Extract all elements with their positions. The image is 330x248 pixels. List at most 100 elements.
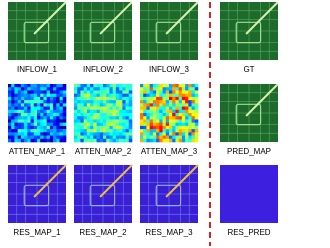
cell [20, 135, 25, 140]
cell [86, 122, 91, 127]
cell [152, 122, 157, 127]
cell [181, 129, 186, 133]
cell [181, 113, 186, 117]
cell [11, 87, 15, 91]
cell [194, 93, 199, 98]
cell [172, 96, 176, 101]
cell [109, 106, 113, 111]
cell [175, 103, 179, 107]
cell [162, 116, 167, 120]
cell [49, 109, 54, 114]
cell [37, 90, 41, 94]
cell [30, 90, 35, 94]
cell [106, 122, 110, 127]
cell [149, 122, 154, 127]
cell [30, 122, 35, 127]
cell [194, 122, 199, 127]
cell [188, 93, 192, 98]
cell [83, 87, 88, 91]
cell [80, 90, 84, 94]
cell [172, 106, 176, 111]
cell [188, 135, 192, 140]
cell [143, 93, 147, 98]
cell [106, 84, 110, 88]
cell [59, 125, 64, 130]
cell [83, 125, 88, 130]
cell [53, 116, 57, 120]
cell [8, 129, 12, 133]
cell [80, 119, 84, 123]
cell [181, 138, 186, 143]
cell [86, 113, 91, 117]
cell [59, 122, 64, 127]
cell [90, 129, 94, 133]
cell [8, 138, 12, 143]
cell [109, 87, 113, 91]
cell [162, 129, 167, 133]
cell [185, 96, 189, 101]
cell [90, 132, 94, 136]
cell [20, 125, 25, 130]
cell [119, 122, 123, 127]
cell [125, 87, 130, 91]
cell [77, 138, 81, 143]
cell [169, 116, 173, 120]
cell [14, 106, 18, 111]
cell [162, 93, 167, 98]
cell [59, 96, 64, 101]
cell [178, 106, 183, 111]
cell [8, 135, 12, 140]
panel-label: ATTEN_MAP_2 [75, 147, 132, 156]
cell [149, 109, 154, 114]
cell [46, 129, 51, 133]
cell [24, 90, 28, 94]
cell [49, 138, 54, 143]
cell [17, 135, 22, 140]
cell [30, 138, 35, 143]
cell [14, 100, 18, 104]
cell [119, 138, 123, 143]
cell [188, 119, 192, 123]
cell [53, 84, 57, 88]
cell [74, 103, 78, 107]
cell [165, 113, 170, 117]
cell [30, 93, 35, 98]
cell [30, 84, 35, 88]
cell [90, 87, 94, 91]
cell [43, 100, 47, 104]
cell [14, 113, 18, 117]
cell [194, 125, 199, 130]
cell [159, 100, 163, 104]
cell [77, 129, 81, 133]
cell [77, 90, 81, 94]
cell [156, 87, 160, 91]
cell [20, 119, 25, 123]
cell [11, 96, 15, 101]
cell [27, 129, 31, 133]
cell [143, 116, 147, 120]
cell [146, 116, 150, 120]
cell [74, 109, 78, 114]
cell [46, 119, 51, 123]
cell [175, 138, 179, 143]
cell [109, 113, 113, 117]
cell [93, 84, 97, 88]
panel [8, 84, 67, 143]
cell [103, 96, 107, 101]
cell [96, 138, 101, 143]
cell [77, 100, 81, 104]
cell [33, 100, 38, 104]
cell [181, 103, 186, 107]
cell [83, 100, 88, 104]
cell [11, 90, 15, 94]
cell [33, 90, 38, 94]
cell [152, 90, 157, 94]
cell [156, 96, 160, 101]
cell [181, 100, 186, 104]
cell [178, 116, 183, 120]
cell [175, 96, 179, 101]
cell [24, 84, 28, 88]
cell [27, 125, 31, 130]
cell [115, 93, 120, 98]
